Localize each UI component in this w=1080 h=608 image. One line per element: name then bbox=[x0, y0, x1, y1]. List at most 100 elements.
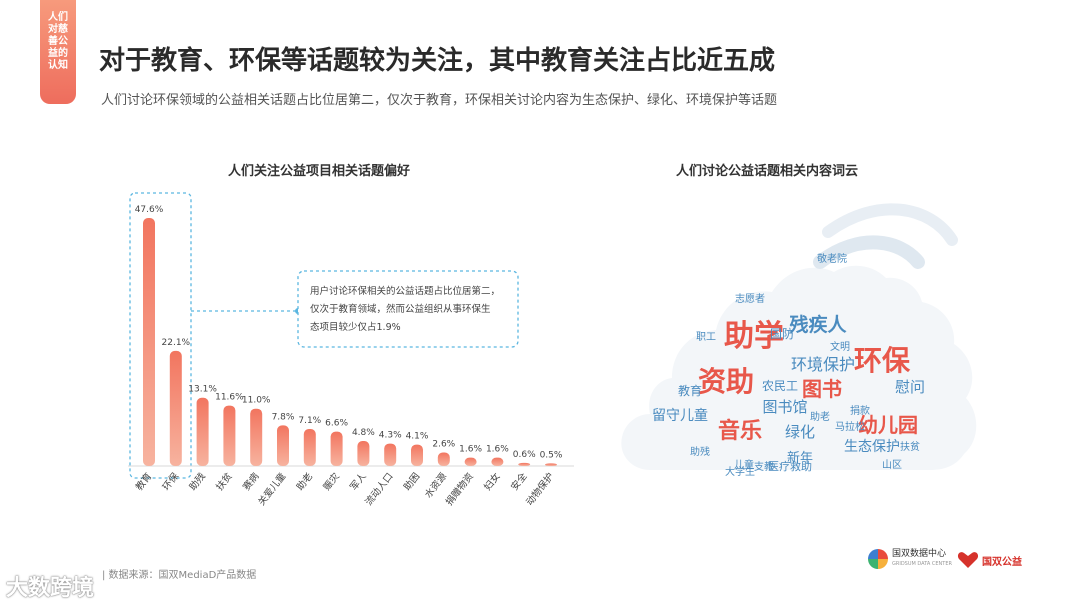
x-tick-label: 助困 bbox=[401, 470, 422, 492]
gridsum-charity-logo: 国双公益 bbox=[957, 551, 1022, 569]
bar-妇女 bbox=[491, 457, 504, 466]
bar-value-label: 4.8% bbox=[352, 428, 375, 438]
bar-value-label: 2.6% bbox=[432, 439, 455, 449]
bar-赈灾 bbox=[330, 431, 343, 466]
gridsum-logo: 国双数据中心 GRIDSUM DATA CENTER bbox=[868, 549, 952, 569]
signal-arc-outer bbox=[822, 203, 958, 246]
wordcloud-word: 支教 bbox=[754, 460, 774, 473]
cloud-shape bbox=[621, 265, 977, 470]
bar-捐赠物资 bbox=[464, 457, 477, 466]
wordcloud-word: 环境保护 bbox=[791, 355, 855, 374]
wordcloud-word: 资助 bbox=[698, 365, 754, 398]
bar-军人 bbox=[357, 440, 370, 466]
wordcloud-word: 医疗救助 bbox=[768, 459, 812, 473]
x-tick-label: 赛病 bbox=[240, 470, 261, 493]
bar-value-label: 7.8% bbox=[272, 412, 295, 422]
wordcloud-word: 助老 bbox=[810, 410, 830, 423]
bar-value-label: 4.1% bbox=[406, 432, 429, 442]
x-tick-label: 流动人口 bbox=[363, 470, 396, 507]
wordcloud-word: 敬老院 bbox=[817, 252, 847, 265]
bar-value-label: 1.6% bbox=[459, 445, 482, 455]
x-tick-label: 助老 bbox=[294, 470, 315, 493]
bar-value-label: 47.6% bbox=[135, 205, 164, 215]
bar-流动人口 bbox=[384, 443, 397, 466]
wordcloud-word: 捐款 bbox=[850, 404, 870, 417]
bar-助老 bbox=[303, 429, 316, 466]
heart-icon bbox=[957, 552, 979, 568]
x-tick-label: 关爱儿童 bbox=[256, 470, 289, 508]
bar-value-label: 11.0% bbox=[242, 396, 271, 406]
wordcloud-word: 环保 bbox=[854, 344, 911, 377]
x-tick-label: 捐赠物资 bbox=[443, 470, 476, 508]
bar-关爱儿童 bbox=[277, 425, 289, 466]
wordcloud-word: 幼儿园 bbox=[858, 413, 918, 437]
wordcloud-word: 新年 bbox=[787, 450, 813, 466]
bar-助残 bbox=[196, 397, 209, 466]
bar-value-label: 0.6% bbox=[513, 450, 536, 460]
wordcloud-word: 慰问 bbox=[895, 378, 925, 396]
gridsum-logo-name: 国双数据中心 bbox=[892, 549, 947, 559]
wordcloud-word: 山区 bbox=[882, 459, 902, 471]
section-tag-line: 人们 bbox=[48, 12, 68, 23]
wordcloud-word: 图书 bbox=[802, 377, 842, 401]
x-tick-label: 教育 bbox=[133, 470, 154, 492]
wordcloud-word: 大学生 bbox=[725, 465, 755, 478]
bar-教育 bbox=[143, 218, 155, 466]
x-tick-label: 妇女 bbox=[482, 470, 503, 492]
wordcloud-title: 人们讨论公益话题相关内容词云 bbox=[676, 164, 859, 179]
bar-value-label: 7.1% bbox=[298, 416, 321, 426]
bar-水资源 bbox=[437, 452, 450, 466]
bar-扶贫 bbox=[223, 405, 236, 466]
wordcloud-word: 扶贫 bbox=[900, 440, 920, 453]
page-subtitle: 人们讨论环保领域的公益相关话题占比位居第二，仅次于教育，环保相关讨论内容为生态保… bbox=[101, 93, 778, 108]
data-source: | 数据来源：国双MediaD产品数据 bbox=[102, 570, 257, 581]
wordcloud-word: 助学 bbox=[724, 319, 784, 354]
highlight-box bbox=[129, 192, 192, 479]
bar-value-label: 4.3% bbox=[379, 431, 402, 441]
section-tag-line: 认知 bbox=[48, 60, 68, 71]
wordcloud-word: 音乐 bbox=[718, 418, 762, 444]
wordcloud-word: 文明 bbox=[830, 340, 850, 353]
page-title: 对于教育、环保等话题较为关注，其中教育关注占比近五成 bbox=[99, 46, 776, 76]
bar-value-label: 1.6% bbox=[486, 445, 509, 455]
x-tick-label: 扶贫 bbox=[214, 470, 235, 493]
signal-arc-inner bbox=[813, 235, 925, 269]
wordcloud-word: 农民工 bbox=[762, 379, 798, 393]
annotation-text: 用户讨论环保相关的公益话题占比位居第二，仅次于教育领域，然而公益组织从事环保生态… bbox=[310, 285, 500, 333]
x-tick-label: 环保 bbox=[160, 470, 181, 493]
x-tick-label: 助残 bbox=[187, 470, 208, 493]
wordcloud-word: 图书馆 bbox=[762, 398, 807, 416]
x-tick-label: 动物保护 bbox=[524, 470, 557, 507]
section-tag-line: 益的 bbox=[48, 48, 68, 59]
wordcloud-word: 留守儿童 bbox=[652, 407, 708, 424]
wordcloud-word: 马拉松 bbox=[835, 420, 865, 433]
wordcloud-word: 生态保护 bbox=[844, 439, 900, 455]
bar-环保 bbox=[169, 350, 182, 466]
wordcloud-word: 职工 bbox=[696, 331, 716, 343]
wordcloud-word: 儿童 bbox=[734, 458, 754, 471]
bar-value-label: 0.5% bbox=[540, 450, 563, 460]
bar-安全 bbox=[518, 462, 531, 466]
bar-chart-title: 人们关注公益项目相关话题偏好 bbox=[228, 164, 411, 179]
bar-赛病 bbox=[250, 408, 263, 466]
x-tick-label: 赈灾 bbox=[321, 470, 342, 493]
section-tag-line: 善公 bbox=[48, 36, 68, 47]
x-tick-label: 水资源 bbox=[422, 470, 449, 500]
wordcloud-word: 教育 bbox=[678, 383, 702, 398]
wordcloud-word: 残疾人 bbox=[789, 313, 847, 336]
wordcloud-word: 国防 bbox=[770, 326, 794, 341]
annotation-box bbox=[297, 270, 519, 348]
gridsum-logo-sub: GRIDSUM DATA CENTER bbox=[892, 561, 952, 567]
section-tag: 人们 对慈 善公 益的 认知 bbox=[40, 0, 76, 104]
wordcloud-word: 志愿者 bbox=[735, 292, 765, 305]
bar-value-label: 13.1% bbox=[188, 385, 217, 395]
wordcloud-word: 绿化 bbox=[785, 423, 815, 441]
section-tag-line: 对慈 bbox=[48, 24, 68, 35]
wordcloud-word: 助残 bbox=[690, 445, 710, 458]
gridsum-charity-logo-name: 国双公益 bbox=[982, 556, 1022, 568]
bar-助困 bbox=[411, 444, 423, 466]
bar-value-label: 11.6% bbox=[215, 393, 244, 403]
gridsum-logo-icon bbox=[868, 549, 888, 569]
bar-value-label: 22.1% bbox=[162, 338, 191, 348]
